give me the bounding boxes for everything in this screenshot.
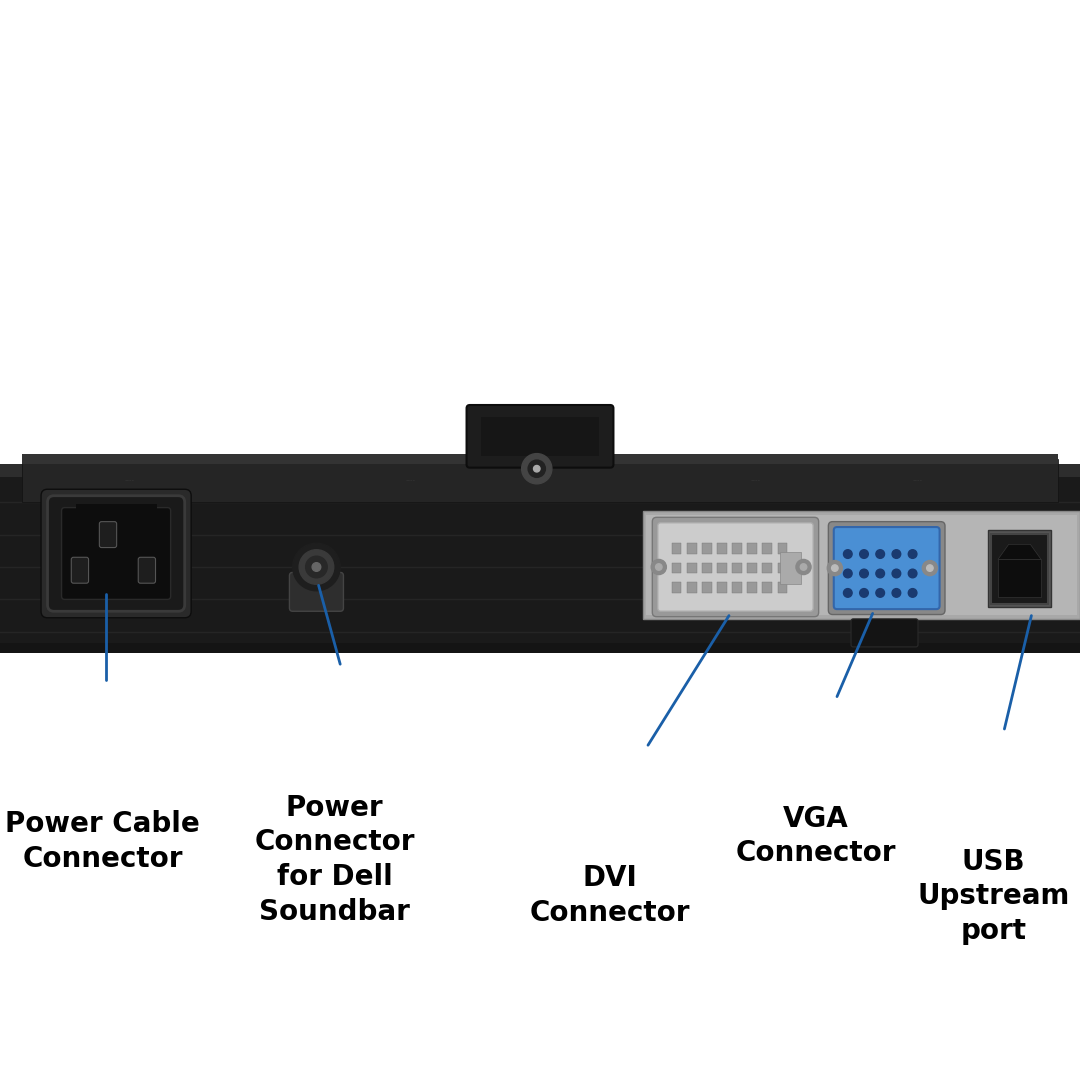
Circle shape: [908, 569, 917, 578]
Text: Power Cable
Connector: Power Cable Connector: [5, 810, 200, 873]
Circle shape: [860, 569, 868, 578]
Circle shape: [892, 569, 901, 578]
Text: DVI
Connector: DVI Connector: [530, 864, 690, 927]
FancyBboxPatch shape: [672, 563, 681, 573]
Text: ----: ----: [913, 477, 923, 484]
FancyBboxPatch shape: [22, 459, 1058, 502]
FancyBboxPatch shape: [481, 417, 599, 456]
Circle shape: [800, 564, 807, 570]
Circle shape: [832, 565, 838, 571]
FancyBboxPatch shape: [289, 572, 343, 611]
FancyBboxPatch shape: [828, 522, 945, 615]
Circle shape: [876, 589, 885, 597]
Circle shape: [651, 559, 666, 575]
Polygon shape: [998, 544, 1041, 559]
Circle shape: [293, 543, 340, 591]
Text: USB
Upstream
port: USB Upstream port: [917, 848, 1070, 945]
FancyBboxPatch shape: [762, 582, 772, 593]
FancyBboxPatch shape: [687, 582, 697, 593]
FancyBboxPatch shape: [988, 530, 1051, 607]
FancyBboxPatch shape: [22, 454, 1058, 464]
FancyBboxPatch shape: [702, 582, 712, 593]
FancyBboxPatch shape: [646, 515, 1077, 615]
Circle shape: [312, 563, 321, 571]
FancyBboxPatch shape: [732, 563, 742, 573]
FancyBboxPatch shape: [702, 563, 712, 573]
Circle shape: [927, 565, 933, 571]
Circle shape: [843, 569, 852, 578]
FancyBboxPatch shape: [687, 563, 697, 573]
FancyBboxPatch shape: [0, 464, 1080, 653]
FancyBboxPatch shape: [76, 504, 157, 526]
Text: VGA
Connector: VGA Connector: [735, 805, 895, 867]
Circle shape: [306, 556, 327, 578]
Circle shape: [892, 589, 901, 597]
Circle shape: [796, 559, 811, 575]
Circle shape: [892, 550, 901, 558]
FancyBboxPatch shape: [780, 552, 801, 584]
Circle shape: [534, 465, 540, 472]
FancyBboxPatch shape: [48, 496, 185, 611]
Circle shape: [876, 569, 885, 578]
Circle shape: [843, 589, 852, 597]
FancyBboxPatch shape: [778, 543, 787, 554]
FancyBboxPatch shape: [717, 543, 727, 554]
Circle shape: [522, 454, 552, 484]
Circle shape: [656, 564, 662, 570]
Circle shape: [860, 589, 868, 597]
Circle shape: [876, 550, 885, 558]
Text: ----: ----: [124, 477, 135, 484]
FancyBboxPatch shape: [834, 527, 940, 609]
FancyBboxPatch shape: [62, 508, 171, 599]
FancyBboxPatch shape: [778, 582, 787, 593]
FancyBboxPatch shape: [658, 523, 813, 611]
FancyBboxPatch shape: [0, 464, 1080, 477]
FancyBboxPatch shape: [99, 522, 117, 548]
FancyBboxPatch shape: [732, 543, 742, 554]
Circle shape: [922, 561, 937, 576]
FancyBboxPatch shape: [762, 543, 772, 554]
FancyBboxPatch shape: [851, 619, 918, 647]
FancyBboxPatch shape: [747, 543, 757, 554]
Circle shape: [843, 550, 852, 558]
FancyBboxPatch shape: [717, 563, 727, 573]
FancyBboxPatch shape: [717, 582, 727, 593]
Text: ----: ----: [751, 477, 761, 484]
FancyBboxPatch shape: [672, 543, 681, 554]
FancyBboxPatch shape: [672, 582, 681, 593]
FancyBboxPatch shape: [747, 582, 757, 593]
Text: Power
Connector
for Dell
Soundbar: Power Connector for Dell Soundbar: [255, 794, 415, 926]
FancyBboxPatch shape: [702, 543, 712, 554]
Circle shape: [908, 589, 917, 597]
FancyBboxPatch shape: [762, 563, 772, 573]
FancyBboxPatch shape: [687, 543, 697, 554]
FancyBboxPatch shape: [778, 563, 787, 573]
Text: ----: ----: [405, 477, 416, 484]
FancyBboxPatch shape: [747, 563, 757, 573]
FancyBboxPatch shape: [643, 511, 1080, 619]
FancyBboxPatch shape: [652, 517, 819, 617]
FancyBboxPatch shape: [998, 559, 1041, 597]
Circle shape: [860, 550, 868, 558]
FancyBboxPatch shape: [0, 643, 1080, 653]
Circle shape: [827, 561, 842, 576]
FancyBboxPatch shape: [991, 534, 1048, 604]
Circle shape: [299, 550, 334, 584]
FancyBboxPatch shape: [467, 405, 613, 468]
FancyBboxPatch shape: [138, 557, 156, 583]
FancyBboxPatch shape: [71, 557, 89, 583]
Circle shape: [908, 550, 917, 558]
FancyBboxPatch shape: [732, 582, 742, 593]
FancyBboxPatch shape: [41, 489, 191, 618]
Circle shape: [528, 460, 545, 477]
